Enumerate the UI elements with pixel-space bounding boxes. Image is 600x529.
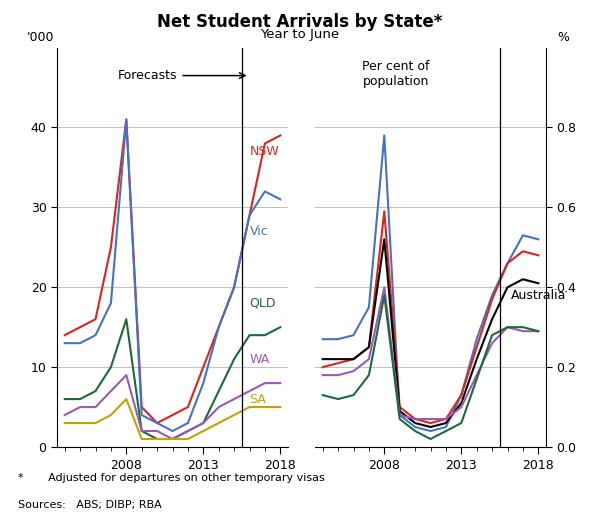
Text: '000: '000 (27, 31, 55, 43)
Text: %: % (557, 31, 569, 43)
Text: Forecasts: Forecasts (118, 69, 177, 82)
Text: SA: SA (250, 393, 266, 406)
Text: Net Student Arrivals by State*: Net Student Arrivals by State* (157, 13, 443, 31)
Text: QLD: QLD (250, 297, 276, 309)
Text: WA: WA (250, 353, 270, 366)
Text: Sources:   ABS; DIBP; RBA: Sources: ABS; DIBP; RBA (18, 500, 162, 510)
Text: NSW: NSW (250, 145, 279, 158)
Text: *       Adjusted for departures on other temporary visas: * Adjusted for departures on other tempo… (18, 473, 325, 484)
Text: Australia: Australia (511, 289, 566, 302)
Text: Vic: Vic (250, 225, 268, 238)
Text: Per cent of
population: Per cent of population (362, 60, 430, 88)
Text: Year to June: Year to June (260, 28, 340, 41)
